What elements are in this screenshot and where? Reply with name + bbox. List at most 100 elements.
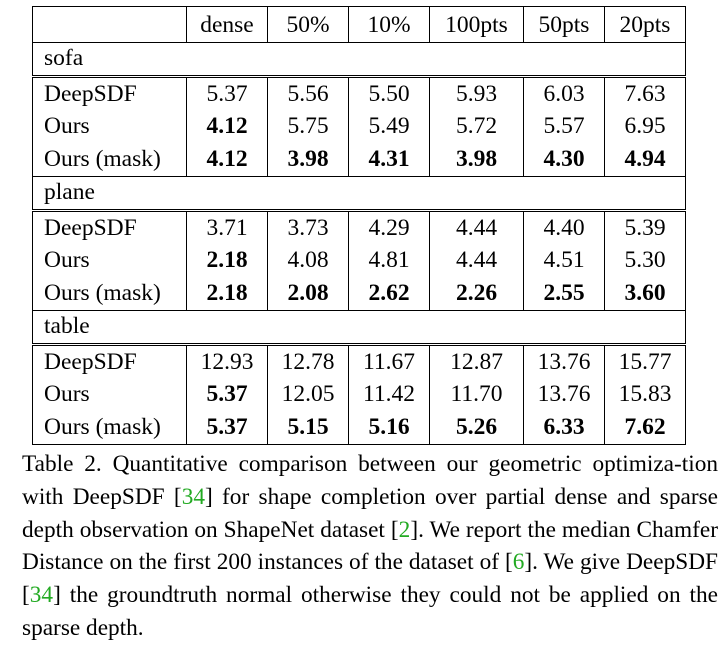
metric-cell: 3.98 — [429, 143, 524, 176]
table-caption: Table 2. Quantitative comparison between… — [22, 448, 718, 645]
method-label: Ours — [32, 244, 187, 277]
group-header-row: plane — [32, 175, 686, 211]
metric-cell: 12.05 — [267, 378, 349, 411]
column-header: dense — [186, 6, 268, 42]
caption-text: ]. We report the median Chamfer Distance… — [22, 516, 718, 576]
metric-cell: 7.62 — [604, 411, 686, 445]
metric-cell: 5.30 — [604, 244, 686, 277]
results-table-body: dense 50% 10% 100pts 50pts 20pts sofa DeepSDF 5.… — [32, 6, 686, 445]
metric-cell: 2.55 — [523, 277, 605, 310]
metric-cell: 5.15 — [267, 411, 349, 445]
citation-link[interactable]: 34 — [181, 483, 205, 510]
table-row: DeepSDF 3.71 3.73 4.29 4.44 4.40 5.39 — [32, 209, 686, 245]
metric-cell: 11.70 — [429, 378, 524, 411]
group-header-row: table — [32, 309, 686, 345]
metric-cell: 4.31 — [348, 143, 430, 176]
caption-text: [ — [504, 549, 513, 576]
table-row: Ours 4.12 5.75 5.49 5.72 5.57 6.95 — [32, 110, 686, 143]
metric-cell: 15.83 — [604, 378, 686, 411]
citation-link[interactable]: 2 — [398, 516, 411, 543]
table-row: DeepSDF 12.93 12.78 11.67 12.87 13.76 15.77 — [32, 343, 686, 379]
method-label: Ours (mask) — [32, 277, 187, 310]
metric-cell: 5.57 — [523, 110, 605, 143]
metric-cell: 3.60 — [604, 277, 686, 310]
method-label: Ours — [32, 378, 187, 411]
metric-cell: 5.49 — [348, 110, 430, 143]
metric-cell: 5.37 — [186, 411, 268, 445]
metric-cell: 13.76 — [523, 378, 605, 411]
group-label: plane — [32, 175, 686, 211]
metric-cell: 12.87 — [429, 343, 524, 379]
citation-link[interactable]: 34 — [29, 582, 54, 609]
metric-cell: 12.93 — [186, 343, 268, 379]
metric-cell: 4.29 — [348, 209, 430, 245]
metric-cell: 15.77 — [604, 343, 686, 379]
metric-cell: 4.51 — [523, 244, 605, 277]
column-header: 50pts — [523, 6, 605, 42]
metric-cell: 5.56 — [267, 75, 349, 111]
metric-cell: 3.98 — [267, 143, 349, 176]
metric-cell: 4.44 — [429, 209, 524, 245]
metric-cell: 6.95 — [604, 110, 686, 143]
caption-text: [ — [390, 516, 399, 543]
caption-text: [ — [173, 483, 182, 510]
metric-cell: 4.08 — [267, 244, 349, 277]
column-header: 10% — [348, 6, 430, 42]
group-label: sofa — [32, 41, 686, 77]
metric-cell: 5.37 — [186, 378, 268, 411]
caption-text: ] the groundtruth normal otherwise they … — [22, 582, 718, 641]
metric-cell: 4.12 — [186, 110, 268, 143]
caption-text: [ — [22, 582, 30, 609]
metric-cell: 12.78 — [267, 343, 349, 379]
header-corner-cell — [32, 6, 187, 42]
citation-link[interactable]: 6 — [512, 549, 525, 576]
metric-cell: 7.63 — [604, 75, 686, 111]
metric-cell: 4.12 — [186, 143, 268, 176]
metric-cell: 2.18 — [186, 244, 268, 277]
method-label: DeepSDF — [32, 343, 187, 379]
metric-cell: 2.08 — [267, 277, 349, 310]
metric-cell: 5.26 — [429, 411, 524, 445]
method-label: Ours — [32, 110, 187, 143]
metric-cell: 4.94 — [604, 143, 686, 176]
metric-cell: 5.75 — [267, 110, 349, 143]
method-label: DeepSDF — [32, 75, 187, 111]
caption-text: ] for shape completion over partial dens… — [22, 483, 718, 543]
metric-cell: 5.72 — [429, 110, 524, 143]
metric-cell: 2.62 — [348, 277, 430, 310]
metric-cell: 5.93 — [429, 75, 524, 111]
column-header: 50% — [267, 6, 349, 42]
table-row: Ours (mask) 2.18 2.08 2.62 2.26 2.55 3.60 — [32, 277, 686, 310]
metric-cell: 5.50 — [348, 75, 430, 111]
table-row: Ours (mask) 5.37 5.15 5.16 5.26 6.33 7.62 — [32, 411, 686, 445]
metric-cell: 13.76 — [523, 343, 605, 379]
column-header: 20pts — [604, 6, 686, 42]
caption-text: Table 2. Quantitative comparison between… — [22, 451, 718, 510]
table-row: Ours (mask) 4.12 3.98 4.31 3.98 4.30 4.94 — [32, 143, 686, 176]
method-label: DeepSDF — [32, 209, 187, 245]
column-header: 100pts — [429, 6, 524, 42]
table-row: Ours 2.18 4.08 4.81 4.44 4.51 5.30 — [32, 244, 686, 277]
metric-cell: 5.39 — [604, 209, 686, 245]
caption-text: ]. We give DeepSDF — [524, 549, 718, 576]
table-row: DeepSDF 5.37 5.56 5.50 5.93 6.03 7.63 — [32, 75, 686, 111]
metric-cell: 4.40 — [523, 209, 605, 245]
group-header-row: sofa — [32, 41, 686, 77]
metric-cell: 2.18 — [186, 277, 268, 310]
metric-cell: 3.73 — [267, 209, 349, 245]
metric-cell: 6.03 — [523, 75, 605, 111]
metric-cell: 5.16 — [348, 411, 430, 445]
metric-cell: 11.67 — [348, 343, 430, 379]
method-label: Ours (mask) — [32, 143, 187, 176]
metric-cell: 5.37 — [186, 75, 268, 111]
metric-cell: 11.42 — [348, 378, 430, 411]
metric-cell: 2.26 — [429, 277, 524, 310]
method-label: Ours (mask) — [32, 411, 187, 445]
table-row: Ours 5.37 12.05 11.42 11.70 13.76 15.83 — [32, 378, 686, 411]
metric-cell: 3.71 — [186, 209, 268, 245]
metric-cell: 4.44 — [429, 244, 524, 277]
metric-cell: 4.30 — [523, 143, 605, 176]
table-header-row: dense 50% 10% 100pts 50pts 20pts — [32, 6, 686, 42]
metric-cell: 4.81 — [348, 244, 430, 277]
metric-cell: 6.33 — [523, 411, 605, 445]
